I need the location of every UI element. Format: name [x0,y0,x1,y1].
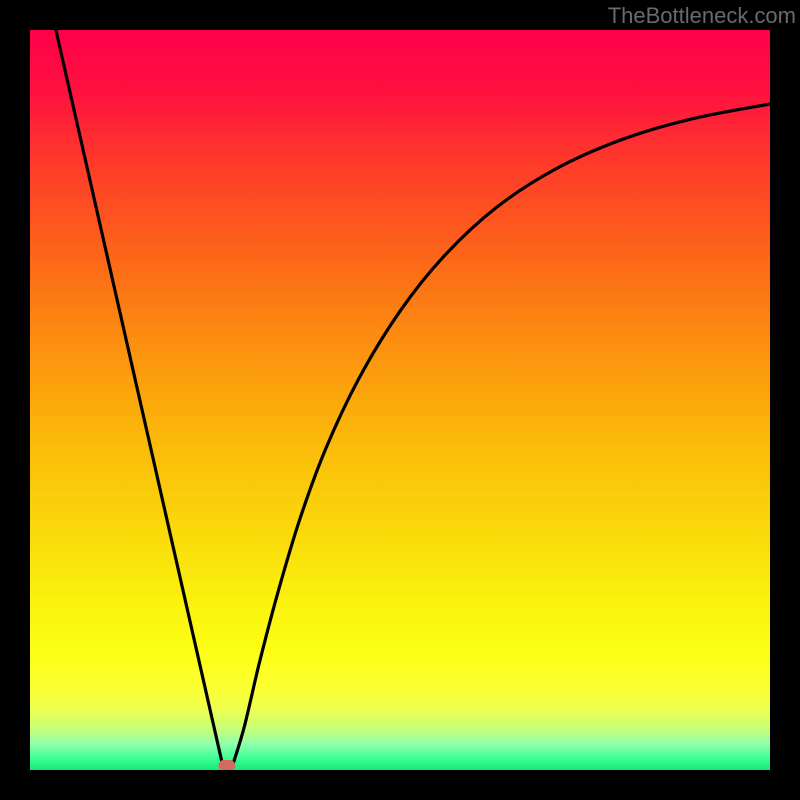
bottleneck-curve [30,30,770,770]
attribution-label: TheBottleneck.com [608,3,796,29]
plot-area [30,30,770,770]
chart-frame: TheBottleneck.com [0,0,800,800]
minimum-marker [219,761,235,770]
